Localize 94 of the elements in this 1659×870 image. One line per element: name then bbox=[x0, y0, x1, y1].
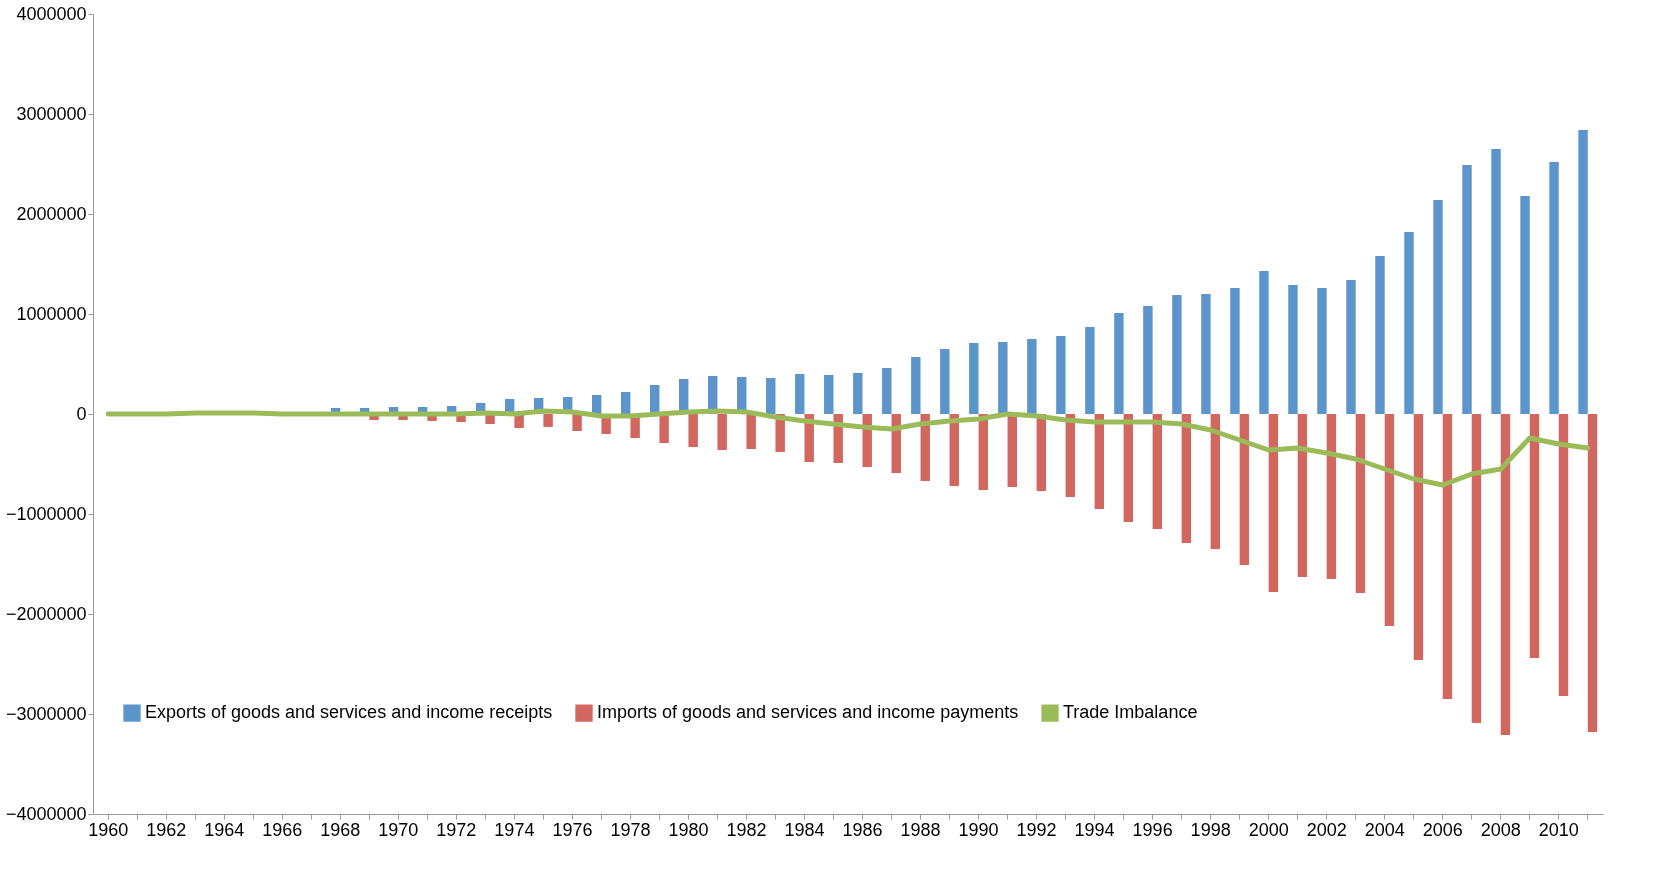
y-tick-label: 0 bbox=[76, 403, 87, 424]
bar bbox=[1259, 271, 1269, 414]
x-tick-label: 1972 bbox=[436, 819, 477, 840]
bar bbox=[1587, 414, 1598, 732]
bar bbox=[1442, 414, 1453, 699]
x-tick-label: 1980 bbox=[668, 819, 709, 840]
bar bbox=[1172, 295, 1182, 414]
bar bbox=[688, 414, 698, 447]
bar bbox=[1491, 149, 1501, 414]
bar bbox=[1578, 130, 1588, 414]
bar bbox=[1239, 414, 1250, 565]
x-tick-label: 1970 bbox=[378, 819, 419, 840]
bar bbox=[543, 414, 553, 427]
bar bbox=[1413, 414, 1424, 660]
x-tick-label: 2000 bbox=[1248, 819, 1289, 840]
bar bbox=[795, 374, 805, 414]
x-tick-label: 1990 bbox=[958, 819, 999, 840]
bar bbox=[1268, 414, 1279, 592]
bar bbox=[572, 414, 582, 431]
y-tick-label: 2000000 bbox=[16, 203, 87, 224]
bar bbox=[940, 349, 950, 414]
y-tick-label: 4000000 bbox=[16, 3, 87, 24]
bar bbox=[1520, 196, 1530, 414]
x-tick-label: 1974 bbox=[494, 819, 535, 840]
bar bbox=[1181, 414, 1192, 543]
bar bbox=[1230, 288, 1240, 414]
bar bbox=[1317, 288, 1327, 414]
x-tick-label: 1996 bbox=[1132, 819, 1173, 840]
bar bbox=[1558, 414, 1569, 696]
bar bbox=[1375, 256, 1385, 414]
x-tick-label: 1966 bbox=[262, 819, 303, 840]
legend-label: Imports of goods and services and income payments bbox=[597, 702, 1019, 723]
bar bbox=[1433, 200, 1443, 414]
bar bbox=[969, 343, 979, 414]
bar bbox=[882, 368, 892, 414]
bar bbox=[911, 357, 921, 414]
bar bbox=[1085, 327, 1095, 414]
y-tick-label: −3000000 bbox=[5, 703, 87, 724]
y-tick-label: −1000000 bbox=[5, 503, 87, 524]
bar bbox=[659, 414, 669, 443]
legend-label: Exports of goods and services and income receipts bbox=[145, 702, 553, 723]
bar bbox=[1297, 414, 1308, 577]
bar bbox=[824, 375, 834, 414]
x-tick-label: 2002 bbox=[1306, 819, 1347, 840]
x-tick-label: 1960 bbox=[88, 819, 129, 840]
x-tick-label: 1976 bbox=[552, 819, 593, 840]
x-tick-label: 1998 bbox=[1190, 819, 1231, 840]
x-tick-label: 1962 bbox=[146, 819, 187, 840]
bar bbox=[1326, 414, 1337, 579]
bar bbox=[1346, 280, 1356, 414]
bar bbox=[1500, 414, 1511, 735]
bar bbox=[1056, 336, 1066, 414]
bar bbox=[1114, 313, 1124, 414]
bar bbox=[1201, 294, 1211, 414]
y-tick-label: 1000000 bbox=[16, 303, 87, 324]
x-tick-label: 1984 bbox=[784, 819, 825, 840]
bar bbox=[717, 414, 727, 450]
bar bbox=[1210, 414, 1221, 549]
bar bbox=[1404, 232, 1414, 414]
bar bbox=[1462, 165, 1472, 414]
y-tick-label: −4000000 bbox=[5, 803, 87, 824]
bar bbox=[1471, 414, 1482, 723]
x-tick-label: 2004 bbox=[1364, 819, 1405, 840]
bar bbox=[1027, 339, 1037, 414]
bar bbox=[853, 373, 863, 414]
x-tick-label: 2006 bbox=[1422, 819, 1463, 840]
y-tick-label: 3000000 bbox=[16, 103, 87, 124]
y-tick-label: −2000000 bbox=[5, 603, 87, 624]
legend-label: Trade Imbalance bbox=[1063, 702, 1198, 723]
x-tick-label: 1986 bbox=[842, 819, 883, 840]
bar bbox=[1355, 414, 1366, 593]
bar bbox=[1529, 414, 1540, 658]
x-tick-label: 1988 bbox=[900, 819, 941, 840]
x-tick-label: 1992 bbox=[1016, 819, 1057, 840]
bar bbox=[766, 378, 776, 414]
x-tick-label: 1978 bbox=[610, 819, 651, 840]
bar bbox=[746, 414, 756, 449]
bar bbox=[620, 392, 631, 414]
bar bbox=[1007, 414, 1017, 487]
bar bbox=[998, 342, 1008, 414]
bar bbox=[1094, 414, 1105, 509]
x-tick-label: 1982 bbox=[726, 819, 767, 840]
bar bbox=[1549, 162, 1559, 414]
bar bbox=[1288, 285, 1298, 414]
x-tick-label: 2008 bbox=[1480, 819, 1521, 840]
bar bbox=[1384, 414, 1395, 626]
bar bbox=[1123, 414, 1134, 522]
bar bbox=[1152, 414, 1163, 529]
x-tick-label: 2010 bbox=[1538, 819, 1579, 840]
bar bbox=[1143, 306, 1153, 414]
x-tick-label: 1964 bbox=[204, 819, 245, 840]
bar bbox=[1065, 414, 1076, 497]
x-tick-label: 1968 bbox=[320, 819, 361, 840]
x-tick-label: 1994 bbox=[1074, 819, 1115, 840]
